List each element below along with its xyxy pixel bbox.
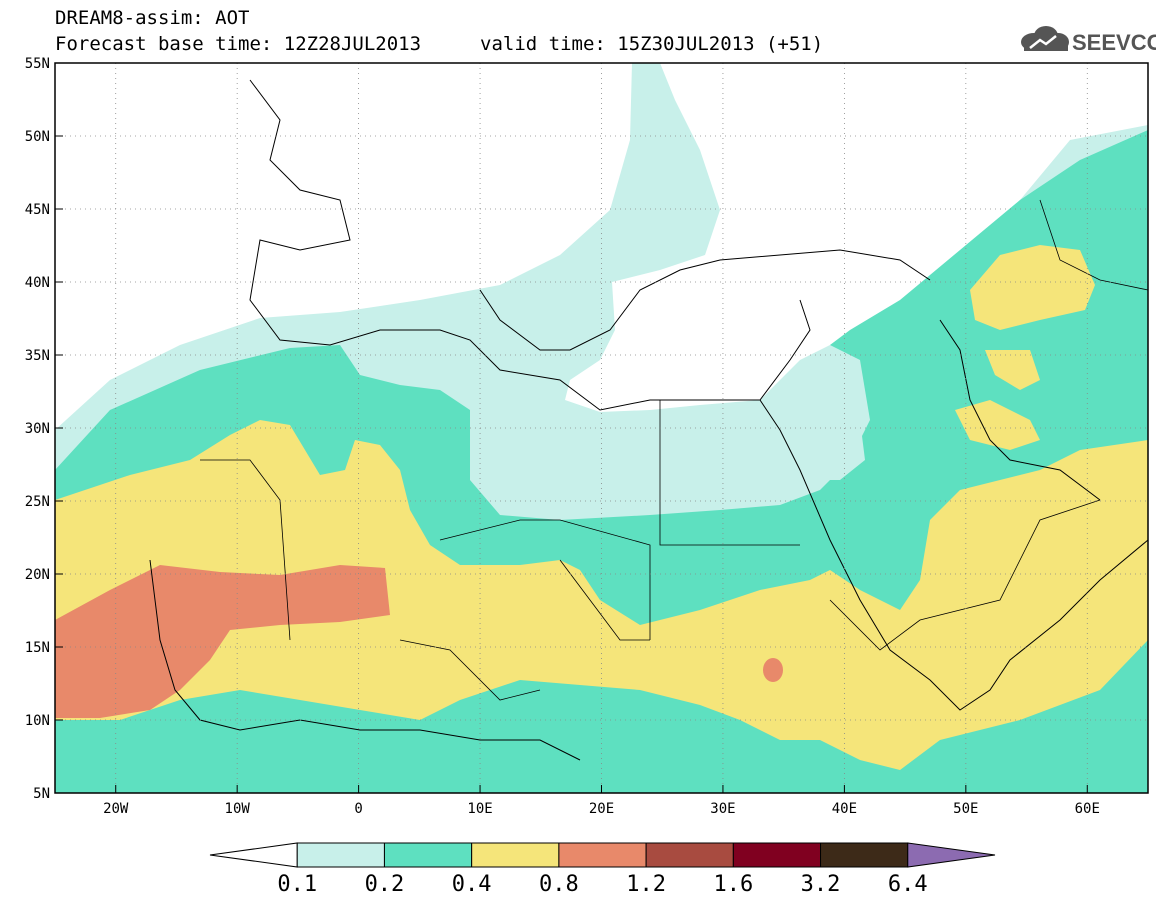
lon-label-40e: 40E bbox=[832, 801, 857, 817]
latitude-axis: 55N 50N 45N 40N 35N 30N 25N 20N 15N 10N 5N bbox=[25, 56, 63, 802]
seevccc-logo: SEEVCCC bbox=[1021, 26, 1156, 55]
colorbar: 0.1 0.2 0.4 0.8 1.2 1.6 3.2 6.4 bbox=[209, 842, 996, 897]
lon-label-10w: 10W bbox=[225, 801, 251, 817]
colorbar-label: 0.1 bbox=[277, 872, 317, 897]
grid-lines bbox=[55, 63, 1148, 793]
colorbar-label: 0.8 bbox=[539, 872, 579, 897]
lat-label-50n: 50N bbox=[25, 129, 50, 145]
lon-label-30e: 30E bbox=[710, 801, 735, 817]
lon-label-50e: 50E bbox=[953, 801, 978, 817]
lon-label-10e: 10E bbox=[467, 801, 492, 817]
colorbar-segment bbox=[209, 842, 298, 868]
lat-label-40n: 40N bbox=[25, 275, 50, 291]
lat-label-45n: 45N bbox=[25, 202, 50, 218]
logo-text: SEEVCCC bbox=[1072, 30, 1156, 55]
lat-label-25n: 25N bbox=[25, 494, 50, 510]
forecast-base-time: Forecast base time: 12Z28JUL2013 bbox=[55, 33, 422, 55]
coastlines bbox=[149, 79, 1148, 761]
lon-label-60e: 60E bbox=[1075, 801, 1100, 817]
lon-label-20w: 20W bbox=[103, 801, 129, 817]
lat-label-30n: 30N bbox=[25, 421, 50, 437]
lat-label-20n: 20N bbox=[25, 567, 50, 583]
valid-time: valid time: 15Z30JUL2013 (+51) bbox=[480, 33, 824, 55]
colorbar-segment bbox=[558, 842, 647, 868]
colorbar-segment bbox=[471, 842, 560, 868]
cloud-icon bbox=[1021, 26, 1069, 51]
colorbar-segment bbox=[820, 842, 909, 868]
lon-label-0: 0 bbox=[354, 801, 362, 817]
borders bbox=[200, 199, 1148, 701]
colorbar-label: 0.4 bbox=[452, 872, 492, 897]
lat-label-10n: 10N bbox=[25, 713, 50, 729]
colorbar-segment bbox=[907, 842, 996, 868]
aot-region-level3 bbox=[55, 420, 1148, 770]
lat-label-15n: 15N bbox=[25, 640, 50, 656]
lat-label-35n: 35N bbox=[25, 348, 50, 364]
lon-label-20e: 20E bbox=[589, 801, 614, 817]
longitude-axis: 20W 10W 0 10E 20E 30E 40E 50E 60E bbox=[103, 785, 1100, 817]
colorbar-segment bbox=[732, 842, 822, 868]
colorbar-label: 0.2 bbox=[365, 872, 405, 897]
aot-region-level4 bbox=[55, 565, 390, 718]
colorbar-segment bbox=[645, 842, 734, 868]
colorbar-label: 1.2 bbox=[626, 872, 666, 897]
lat-label-5n: 5N bbox=[33, 786, 50, 802]
colorbar-label: 6.4 bbox=[888, 872, 928, 897]
colorbar-label: 3.2 bbox=[801, 872, 841, 897]
colorbar-segment bbox=[296, 842, 385, 868]
colorbar-segment bbox=[383, 842, 473, 868]
map-title: DREAM8-assim: AOT bbox=[55, 7, 250, 29]
colorbar-label: 1.6 bbox=[713, 872, 753, 897]
lat-label-55n: 55N bbox=[25, 56, 50, 72]
